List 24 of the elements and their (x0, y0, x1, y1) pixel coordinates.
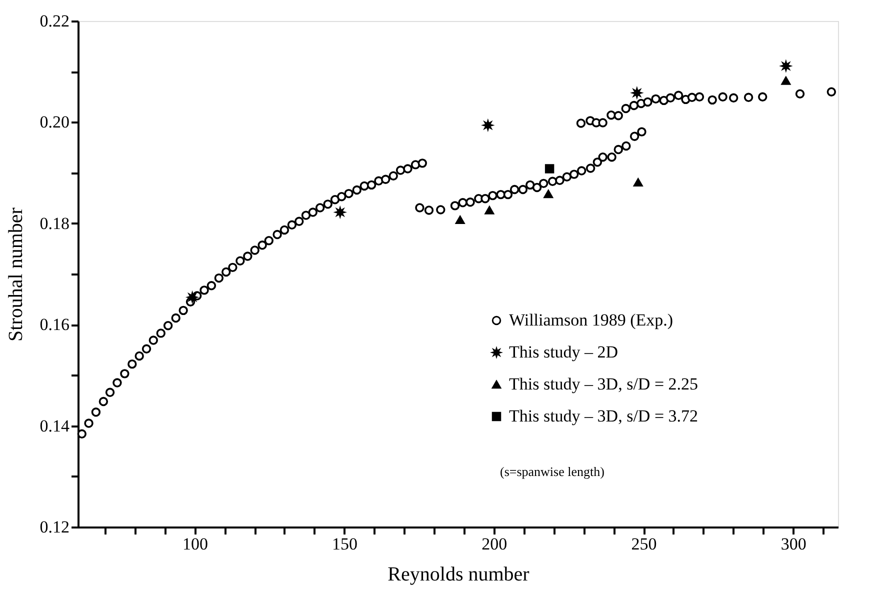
y-tick-label: 0.14 (40, 416, 70, 436)
y-tick-label: 0.12 (40, 518, 70, 536)
point (544, 164, 554, 174)
legend-label: Williamson 1989 (Exp.) (509, 310, 674, 330)
point (544, 190, 553, 198)
y-tick-label: 0.20 (40, 112, 70, 132)
x-axis-title: Reynolds number (388, 564, 530, 586)
x-tick-label: 300 (780, 534, 806, 554)
x-tick-label: 150 (332, 534, 358, 554)
x-tick-label: 250 (631, 534, 657, 554)
point (455, 216, 465, 224)
y-tick-label: 0.16 (40, 315, 70, 334)
legend-label: This study – 3D, s/D = 3.72 (509, 406, 698, 426)
point (634, 178, 643, 187)
point (781, 76, 791, 85)
point (484, 206, 494, 214)
y-axis-title: Strouhal number (4, 207, 27, 342)
annotation: (s=spanwise length) (500, 464, 604, 479)
y-tick-label: 0.18 (40, 214, 70, 233)
legend-label: This study – 2D (509, 342, 618, 362)
legend-label: This study – 3D, s/D = 2.25 (509, 374, 698, 394)
y-tick-label: 0.22 (40, 12, 70, 30)
x-tick-label: 100 (182, 534, 208, 554)
x-tick-label: 200 (482, 534, 508, 554)
